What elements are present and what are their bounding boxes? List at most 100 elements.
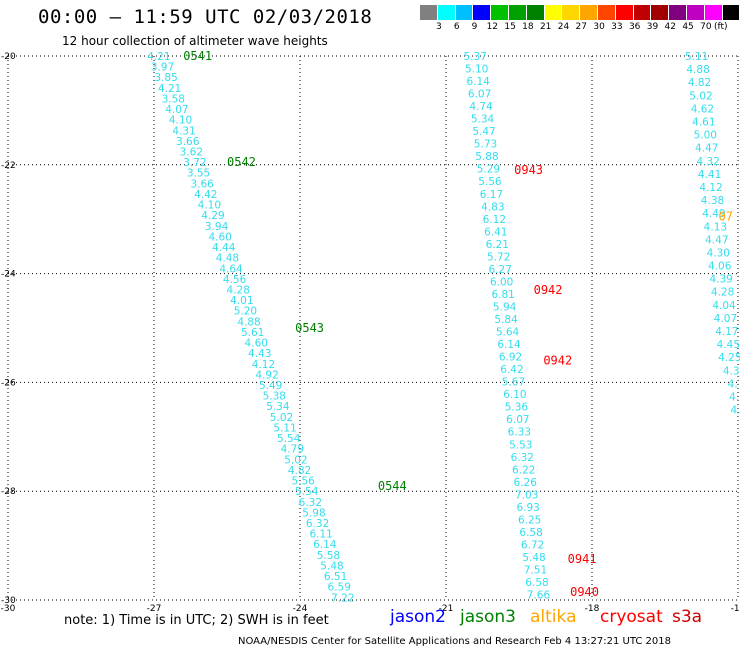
color-swatch	[491, 5, 509, 20]
wave-height-value: 6.51	[324, 571, 347, 583]
color-swatch	[669, 5, 687, 20]
wave-height-value: 5.94	[493, 301, 517, 313]
color-scale-label: 33	[611, 22, 623, 32]
legend-s3a: s3a	[672, 607, 703, 627]
wave-height-value: 7.51	[524, 565, 547, 577]
wave-height-value: 3.85	[154, 72, 177, 84]
wave-height-value: 6.14	[497, 339, 521, 351]
wave-height-value: 4.04	[712, 300, 736, 312]
color-swatch	[686, 5, 705, 20]
color-scale-label: 12	[486, 22, 499, 32]
wave-height-value: 3.58	[162, 93, 185, 105]
wave-height-value: 6.27	[489, 264, 512, 276]
wave-height-value: 5.29	[477, 164, 500, 176]
color-swatch	[455, 5, 474, 20]
wave-height-value: 5.73	[474, 139, 497, 151]
wave-height-value: 5.10	[465, 64, 488, 76]
color-scale-label: 6	[453, 22, 460, 32]
wave-height-value: 5.02	[284, 454, 307, 466]
footer-note: note: 1) Time is in UTC; 2) SWH is in fe…	[64, 613, 329, 628]
wave-height-value: 4.31	[172, 125, 195, 137]
wave-height-value: 6.92	[499, 352, 522, 364]
x-tick-label: -21	[439, 604, 454, 614]
chart-title: 00:00 – 11:59 UTC 02/03/2018	[38, 6, 373, 28]
color-swatch	[420, 5, 438, 20]
color-scale-label: 15	[504, 22, 516, 32]
wave-height-value: 6.26	[514, 477, 538, 489]
wave-height-value: 5.64	[496, 327, 520, 339]
wave-height-value: 6.00	[490, 276, 513, 288]
legend-jason3: jason3	[460, 607, 516, 627]
wave-height-value: 5.37	[464, 51, 487, 63]
wave-height-value: 5.98	[302, 507, 325, 519]
wave-height-value: 5.67	[502, 377, 525, 389]
wave-height-value: 6.14	[313, 539, 337, 551]
wave-height-value: 6.25	[518, 514, 541, 526]
wave-height-value: 4.10	[198, 200, 221, 212]
wave-height-value: 5.34	[266, 401, 290, 413]
wave-height-value: 5.61	[241, 327, 264, 339]
y-tick-label: -30	[1, 596, 16, 606]
wave-height-value: 6.42	[500, 364, 523, 376]
color-scale-unit: (ft)	[714, 22, 728, 32]
time-label: 0541	[183, 49, 212, 63]
wave-height-value: 6.10	[503, 389, 526, 401]
x-tick-label: -30	[1, 604, 16, 614]
wave-height-value: 4.07	[165, 104, 188, 116]
x-tick-label: -18	[585, 604, 600, 614]
wave-height-value: 4.17	[715, 326, 738, 338]
color-scale-label: 3	[436, 22, 442, 32]
time-label: 0942	[543, 354, 572, 368]
wave-height-value: 4.21	[158, 83, 181, 95]
color-swatch	[437, 5, 456, 20]
wave-height-value: 5.20	[234, 306, 257, 318]
wave-height-value: 4.41	[698, 169, 721, 181]
y-tick-label: -28	[1, 487, 16, 497]
y-tick-label: -22	[1, 161, 16, 171]
wave-height-value: 5.38	[263, 391, 286, 403]
wave-height-value: 5.11	[685, 51, 708, 63]
wave-height-value: 3.62	[180, 147, 203, 159]
wave-height-value: 3.97	[151, 62, 174, 74]
wave-height-value: 6.93	[516, 502, 539, 514]
wave-height-value: 5.56	[478, 176, 502, 188]
wave-height-value: 4.62	[691, 103, 714, 115]
wave-height-value: 7.03	[515, 489, 538, 501]
color-scale-label: 18	[522, 22, 534, 32]
wave-height-value: 4.56	[223, 274, 247, 286]
wave-height-value: 5.47	[472, 126, 495, 138]
wave-height-value: 6.17	[480, 189, 503, 201]
time-label: 0543	[295, 321, 324, 335]
wave-height-value: 5.00	[694, 130, 717, 142]
time-label: 0943	[514, 163, 543, 177]
color-scale-label: 24	[557, 22, 570, 32]
y-tick-label: -20	[1, 52, 16, 62]
wave-height-value: 7.22	[331, 592, 354, 604]
wave-height-value: 4.60	[245, 338, 268, 350]
time-label: 0940	[570, 585, 599, 599]
time-label: 0542	[227, 155, 256, 169]
legend-jason2: jason2	[390, 607, 446, 627]
wave-height-value: 5.02	[270, 412, 293, 424]
wave-height-value: 5.84	[494, 314, 518, 326]
color-scale-label: 36	[628, 22, 641, 32]
wave-height-value: 6.41	[484, 226, 507, 238]
color-swatch	[562, 5, 581, 20]
wave-height-value: 4.38	[701, 195, 724, 207]
wave-height-value: 5.34	[471, 114, 495, 126]
wave-height-value: 6.32	[511, 452, 534, 464]
wave-height-value: 7.66	[527, 590, 551, 602]
wave-height-value: 4.88	[686, 64, 709, 76]
wave-height-value: 3.66	[176, 136, 200, 148]
wave-height-value: 4.21	[147, 51, 170, 63]
wave-height-value: 5.48	[320, 560, 343, 572]
wave-height-value: 5.11	[273, 422, 296, 434]
wave-height-value: 6.22	[512, 464, 535, 476]
wave-height-value: 4.82	[288, 465, 311, 477]
wave-height-value: 5.02	[689, 90, 712, 102]
wave-height-value: 6.21	[486, 239, 509, 251]
wave-height-value: 4.60	[208, 231, 231, 243]
wave-height-value: 4.10	[169, 115, 192, 127]
wave-height-value: 4.83	[481, 201, 504, 213]
